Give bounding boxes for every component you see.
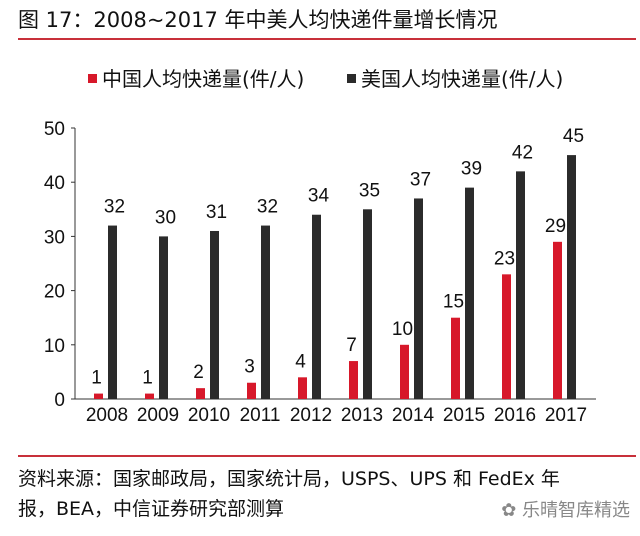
us-bar [516,171,525,399]
data-label: 34 [308,186,330,207]
china-bar [145,393,154,399]
data-label: 7 [346,335,357,356]
data-label: 45 [563,126,584,147]
us-bar [108,225,117,399]
y-tick-label: 10 [44,336,65,357]
source-divider [18,455,636,457]
china-bar [349,361,358,399]
y-tick-label: 30 [44,227,65,248]
watermark-text: 乐晴智库精选 [522,500,630,521]
us-bar [261,225,270,399]
watermark: ✿ 乐晴智库精选 [501,496,630,522]
china-bar [247,382,256,399]
x-tick-label: 2010 [188,405,230,426]
wechat-icon: ✿ [501,500,522,521]
china-bar [502,274,511,399]
data-label: 42 [512,142,533,163]
legend-swatch [347,74,356,83]
china-bar [94,393,103,399]
y-tick-label: 40 [44,173,65,194]
data-label: 29 [545,216,566,237]
legend-label: 美国人均快递量(件/人) [361,67,563,91]
data-label: 30 [155,207,176,228]
data-label: 4 [295,351,306,372]
china-bar [451,317,460,399]
china-bar [553,241,562,399]
legend-label: 中国人均快递量(件/人) [102,67,304,91]
china-bar [196,388,205,399]
us-bar [465,187,474,399]
y-tick-label: 20 [44,282,65,303]
data-label: 10 [392,319,413,340]
data-label: 23 [494,248,515,269]
data-label: 37 [410,169,431,190]
x-tick-label: 2011 [240,405,281,426]
data-label: 3 [244,357,255,378]
data-label: 35 [359,180,380,201]
x-tick-label: 2015 [443,405,485,426]
bar-chart: 0 10 20 30 40 50 中国人均快递量(件/人) 美国人均快递量(件/人) 2008 1… [44,67,596,426]
source-line-2: 报，BEA，中信证券研究部测算 [18,498,285,520]
figure-title: 图 17：2008~2017 年中美人均快递件量增长情况 [18,8,498,32]
y-tick-label: 50 [44,119,65,140]
x-tick-label: 2014 [392,405,435,426]
data-label: 39 [461,159,482,180]
legend-swatch [88,74,97,83]
us-bar [159,236,168,399]
us-bar [414,198,423,399]
us-bar [363,209,372,399]
x-tick-label: 2012 [290,405,332,426]
title-divider [18,38,636,40]
x-tick-label: 2016 [494,405,536,426]
x-tick-label: 2017 [545,405,587,426]
us-bar [567,155,576,399]
us-bar [210,230,219,399]
china-bar [298,377,307,399]
china-bar [400,344,409,399]
data-label: 2 [193,362,204,383]
data-label: 1 [142,368,153,389]
x-tick-label: 2008 [86,405,128,426]
y-tick-label: 0 [54,390,65,411]
x-tick-label: 2013 [341,405,383,426]
data-label: 32 [257,197,278,218]
data-label: 32 [104,197,125,218]
us-bar [312,214,321,399]
data-label: 1 [91,368,102,389]
data-label: 15 [443,292,464,313]
data-label: 31 [206,202,227,223]
source-line-1: 资料来源：国家邮政局，国家统计局，USPS、UPS 和 FedEx 年 [18,468,560,490]
x-tick-label: 2009 [137,405,179,426]
